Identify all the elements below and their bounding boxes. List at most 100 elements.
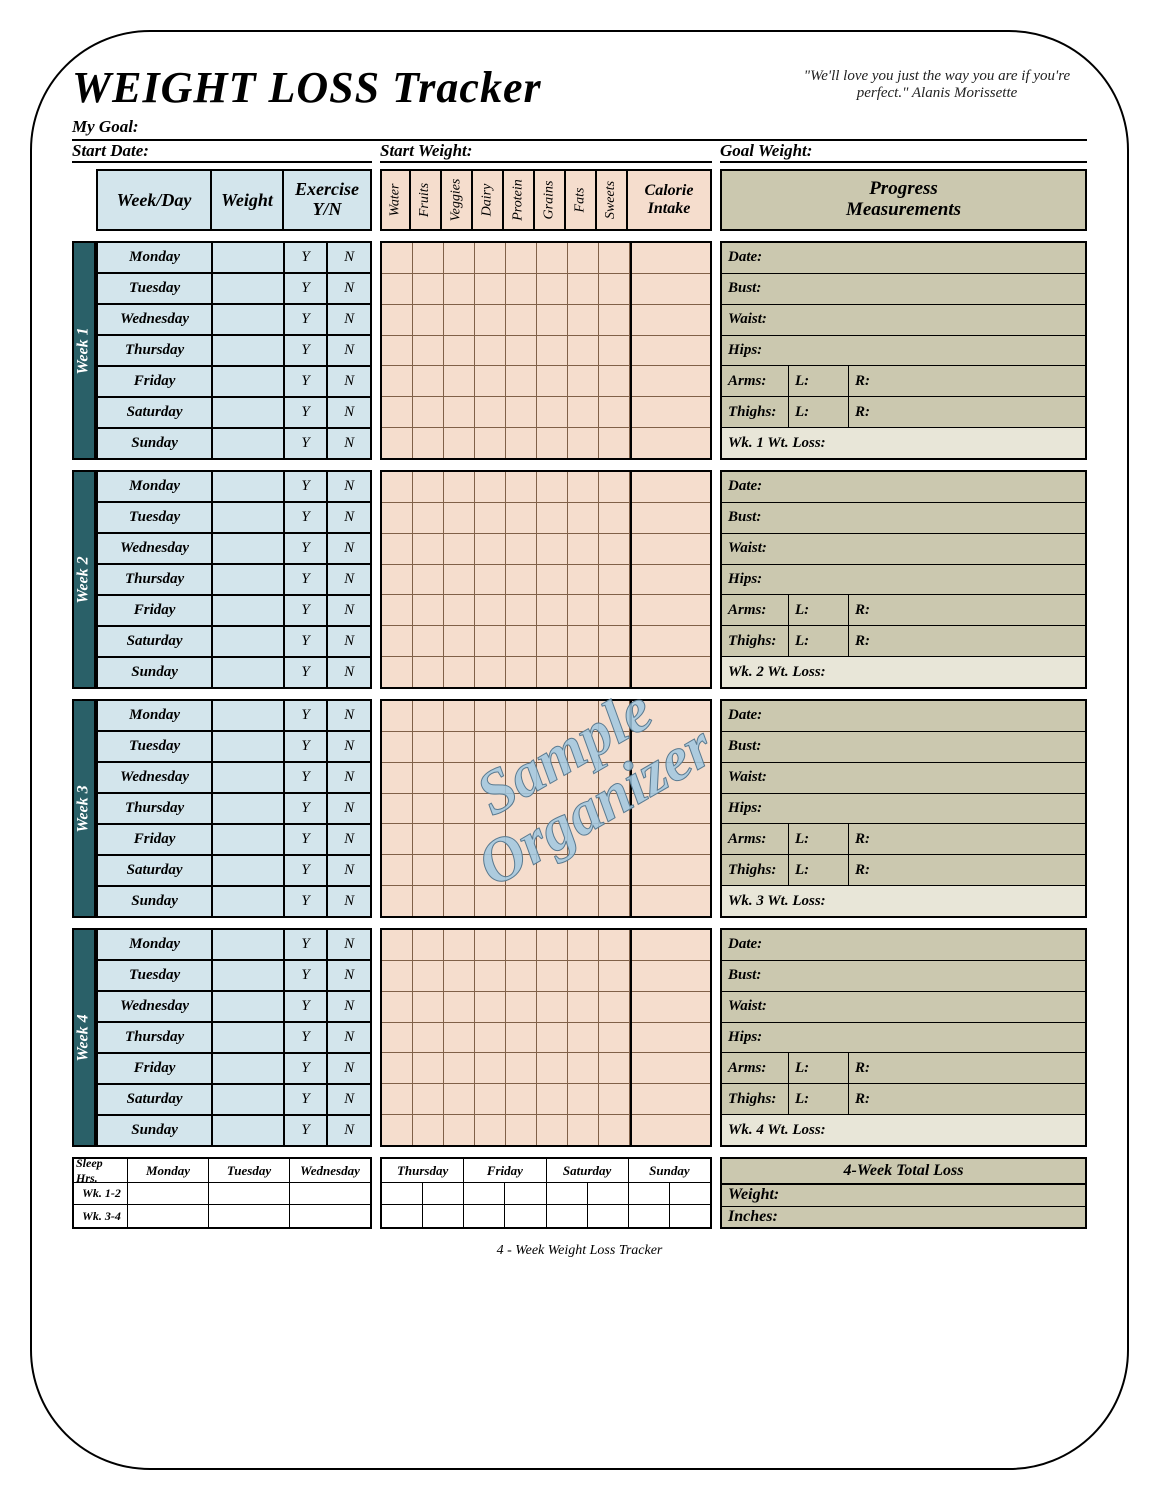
- food-cell[interactable]: [444, 626, 474, 657]
- food-cell[interactable]: [475, 930, 505, 961]
- food-cell[interactable]: [506, 1053, 536, 1084]
- food-cell[interactable]: [444, 595, 474, 626]
- food-cell[interactable]: [444, 397, 474, 428]
- exercise-y[interactable]: Y: [283, 274, 327, 305]
- exercise-y[interactable]: Y: [283, 732, 327, 763]
- measure-hips[interactable]: Hips:: [722, 336, 1085, 367]
- food-cell[interactable]: [444, 243, 474, 274]
- calorie-cell[interactable]: [632, 366, 710, 397]
- exercise-y[interactable]: Y: [283, 1085, 327, 1116]
- food-cell[interactable]: [444, 503, 474, 534]
- measure-wtloss[interactable]: Wk. 1 Wt. Loss:: [722, 428, 1085, 458]
- exercise-y[interactable]: Y: [283, 565, 327, 596]
- measure-bust[interactable]: Bust:: [722, 732, 1085, 763]
- calorie-cell[interactable]: [632, 701, 710, 732]
- food-cell[interactable]: [506, 366, 536, 397]
- exercise-y[interactable]: Y: [283, 305, 327, 336]
- exercise-y[interactable]: Y: [283, 398, 327, 429]
- food-cell[interactable]: [537, 992, 567, 1023]
- measure-date[interactable]: Date:: [722, 930, 1085, 961]
- food-cell[interactable]: [475, 886, 505, 916]
- measure-hips[interactable]: Hips:: [722, 794, 1085, 825]
- food-cell[interactable]: [506, 336, 536, 367]
- calorie-cell[interactable]: [632, 305, 710, 336]
- weight-cell[interactable]: [211, 398, 282, 429]
- food-cell[interactable]: [475, 732, 505, 763]
- food-cell[interactable]: [413, 732, 443, 763]
- food-cell[interactable]: [413, 930, 443, 961]
- food-cell[interactable]: [382, 305, 412, 336]
- food-cell[interactable]: [382, 701, 412, 732]
- food-cell[interactable]: [413, 503, 443, 534]
- exercise-n[interactable]: N: [326, 1023, 370, 1054]
- food-cell[interactable]: [382, 428, 412, 458]
- food-cell[interactable]: [599, 1023, 629, 1054]
- food-cell[interactable]: [382, 732, 412, 763]
- exercise-y[interactable]: Y: [283, 856, 327, 887]
- food-cell[interactable]: [568, 397, 598, 428]
- food-cell[interactable]: [568, 305, 598, 336]
- food-cell[interactable]: [568, 855, 598, 886]
- food-cell[interactable]: [444, 1023, 474, 1054]
- food-cell[interactable]: [413, 961, 443, 992]
- food-cell[interactable]: [475, 503, 505, 534]
- exercise-n[interactable]: N: [326, 658, 370, 689]
- food-cell[interactable]: [444, 763, 474, 794]
- exercise-n[interactable]: N: [326, 1085, 370, 1116]
- calorie-cell[interactable]: [632, 534, 710, 565]
- food-cell[interactable]: [382, 763, 412, 794]
- weight-cell[interactable]: [211, 243, 282, 274]
- exercise-y[interactable]: Y: [283, 887, 327, 918]
- food-cell[interactable]: [382, 336, 412, 367]
- food-cell[interactable]: [382, 503, 412, 534]
- calorie-cell[interactable]: [632, 763, 710, 794]
- weight-cell[interactable]: [211, 701, 282, 732]
- food-cell[interactable]: [537, 305, 567, 336]
- weight-cell[interactable]: [211, 336, 282, 367]
- food-cell[interactable]: [475, 428, 505, 458]
- exercise-n[interactable]: N: [326, 398, 370, 429]
- food-cell[interactable]: [599, 1115, 629, 1145]
- weight-cell[interactable]: [211, 732, 282, 763]
- calorie-cell[interactable]: [632, 992, 710, 1023]
- food-cell[interactable]: [537, 366, 567, 397]
- calorie-cell[interactable]: [632, 503, 710, 534]
- food-cell[interactable]: [506, 626, 536, 657]
- exercise-n[interactable]: N: [326, 596, 370, 627]
- exercise-y[interactable]: Y: [283, 1116, 327, 1147]
- food-cell[interactable]: [506, 1084, 536, 1115]
- food-cell[interactable]: [475, 657, 505, 687]
- food-cell[interactable]: [444, 992, 474, 1023]
- food-cell[interactable]: [537, 1023, 567, 1054]
- calorie-cell[interactable]: [632, 274, 710, 305]
- food-cell[interactable]: [475, 1023, 505, 1054]
- food-cell[interactable]: [382, 824, 412, 855]
- measure-hips[interactable]: Hips:: [722, 565, 1085, 596]
- food-cell[interactable]: [599, 794, 629, 825]
- food-cell[interactable]: [506, 1023, 536, 1054]
- food-cell[interactable]: [413, 657, 443, 687]
- food-cell[interactable]: [599, 274, 629, 305]
- food-cell[interactable]: [568, 243, 598, 274]
- food-cell[interactable]: [382, 1053, 412, 1084]
- food-cell[interactable]: [475, 366, 505, 397]
- food-cell[interactable]: [475, 397, 505, 428]
- exercise-n[interactable]: N: [326, 930, 370, 961]
- measure-wtloss[interactable]: Wk. 4 Wt. Loss:: [722, 1115, 1085, 1145]
- food-cell[interactable]: [382, 626, 412, 657]
- food-cell[interactable]: [382, 274, 412, 305]
- food-cell[interactable]: [382, 565, 412, 596]
- food-cell[interactable]: [568, 503, 598, 534]
- food-cell[interactable]: [444, 305, 474, 336]
- food-cell[interactable]: [413, 1115, 443, 1145]
- calorie-cell[interactable]: [632, 657, 710, 687]
- exercise-y[interactable]: Y: [283, 701, 327, 732]
- measure-waist[interactable]: Waist:: [722, 992, 1085, 1023]
- exercise-y[interactable]: Y: [283, 336, 327, 367]
- weight-cell[interactable]: [211, 274, 282, 305]
- food-cell[interactable]: [599, 397, 629, 428]
- food-cell[interactable]: [444, 366, 474, 397]
- exercise-y[interactable]: Y: [283, 961, 327, 992]
- food-cell[interactable]: [444, 886, 474, 916]
- food-cell[interactable]: [568, 763, 598, 794]
